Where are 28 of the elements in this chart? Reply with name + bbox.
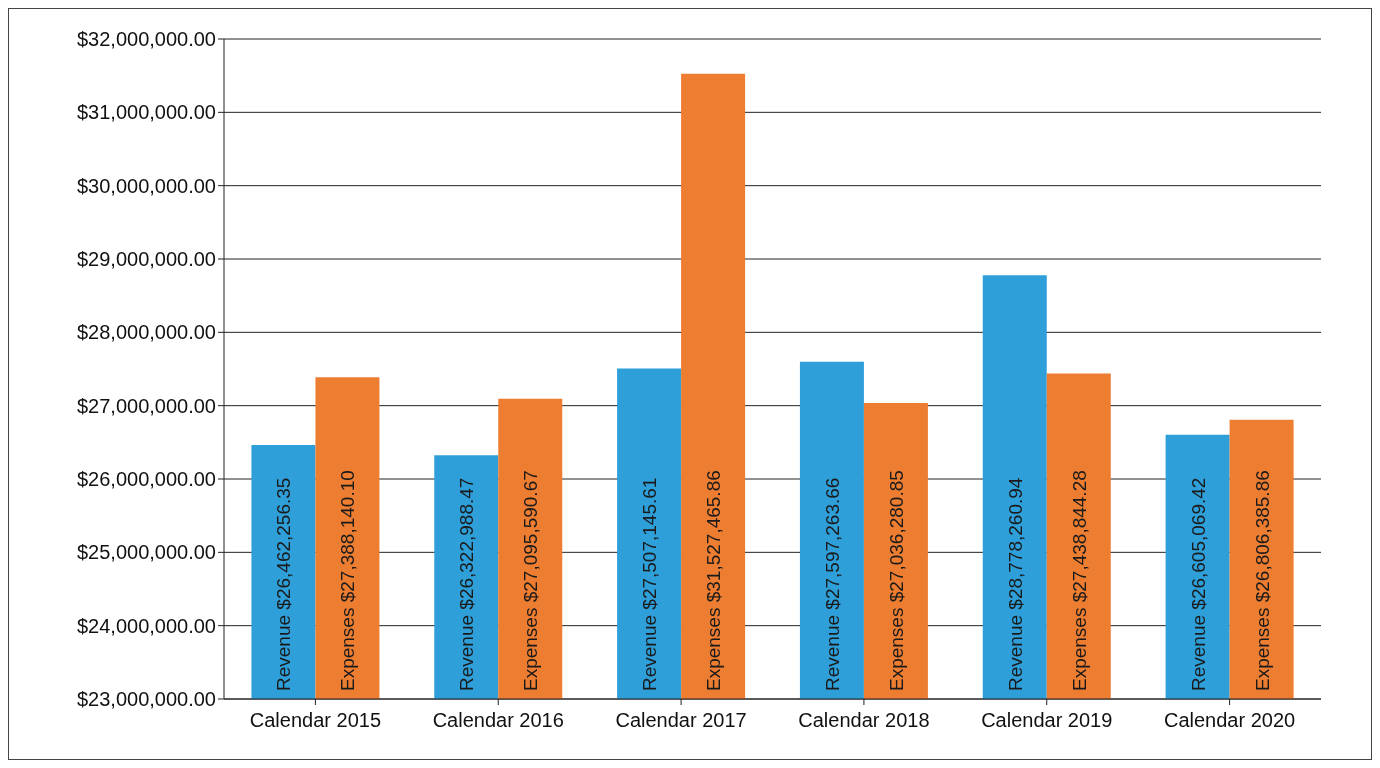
y-tick-label: $30,000,000.00: [76, 174, 216, 197]
text: Revenue $27,507,145.61: [639, 477, 661, 691]
x-tick-label: Calendar 2017: [615, 709, 747, 732]
text: Expenses $26,806,385.86: [1251, 470, 1273, 691]
x-tick-label: Calendar 2019: [981, 709, 1113, 732]
text: Revenue $26,322,988.47: [456, 477, 478, 691]
text: Revenue $26,462,256.35: [273, 477, 295, 691]
x-tick-label: Calendar 2015: [249, 709, 382, 732]
x-tick-label: Calendar 2020: [1163, 709, 1296, 732]
y-tick-label: $28,000,000.00: [76, 321, 216, 344]
y-tick-label: $26,000,000.00: [76, 468, 216, 491]
y-tick-label: $27,000,000.00: [76, 394, 216, 417]
y-tick-label: $23,000,000.00: [76, 688, 216, 711]
text: Expenses $27,388,140.10: [337, 470, 359, 691]
x-tick-label: Calendar 2016: [432, 709, 564, 732]
x-tick-label: Calendar 2018: [798, 709, 930, 732]
text: Revenue $26,605,069.42: [1187, 477, 1209, 691]
text: Revenue $27,597,263.66: [821, 477, 843, 691]
text: Revenue $28,778,260.94: [1004, 477, 1026, 691]
y-tick-label: $31,000,000.00: [76, 101, 216, 124]
y-tick-label: $32,000,000.00: [76, 28, 216, 51]
text: Expenses $31,527,465.86: [703, 470, 725, 691]
text: Expenses $27,438,844.28: [1068, 470, 1090, 691]
y-tick-label: $29,000,000.00: [76, 248, 216, 271]
y-tick-label: $25,000,000.00: [76, 541, 216, 564]
y-tick-label: $24,000,000.00: [76, 614, 216, 637]
text: Expenses $27,036,280.85: [885, 470, 907, 691]
text: Expenses $27,095,590.67: [520, 470, 542, 691]
